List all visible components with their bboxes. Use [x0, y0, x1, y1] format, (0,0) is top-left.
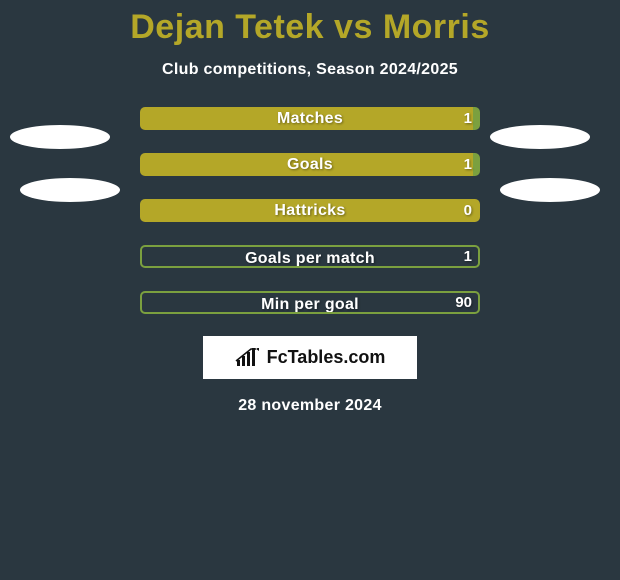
decorative-ellipse — [500, 178, 600, 202]
subtitle: Club competitions, Season 2024/2025 — [162, 61, 458, 79]
source-badge: FcTables.com — [203, 336, 417, 379]
decorative-ellipse — [10, 125, 110, 149]
stat-row: Goals per match1 — [0, 245, 620, 268]
bar-label: Hattricks — [140, 199, 480, 222]
bar-track: Min per goal — [140, 291, 480, 314]
stat-row: Goals1 — [0, 153, 620, 176]
value-right: 1 — [464, 245, 472, 268]
stat-row: Min per goal90 — [0, 291, 620, 314]
value-right: 1 — [464, 153, 472, 176]
value-right: 0 — [464, 199, 472, 222]
title-vs: vs — [334, 8, 373, 46]
decorative-ellipse — [490, 125, 590, 149]
page-title: Dejan Tetek vs Morris — [130, 8, 489, 47]
title-player2: Morris — [383, 8, 490, 46]
value-right: 1 — [464, 107, 472, 130]
chart-icon — [235, 348, 261, 368]
title-player1: Dejan Tetek — [130, 8, 324, 46]
stat-row: Hattricks0 — [0, 199, 620, 222]
bar-label: Min per goal — [142, 293, 478, 314]
bar-track: Hattricks — [140, 199, 480, 222]
container: Dejan Tetek vs Morris Club competitions,… — [0, 0, 620, 580]
bar-track: Matches — [140, 107, 480, 130]
bar-label: Goals — [140, 153, 480, 176]
bar-track: Goals per match — [140, 245, 480, 268]
date: 28 november 2024 — [238, 397, 382, 415]
bar-label: Matches — [140, 107, 480, 130]
badge-text: FcTables.com — [267, 347, 386, 368]
bar-label: Goals per match — [142, 247, 478, 268]
decorative-ellipse — [20, 178, 120, 202]
value-right: 90 — [455, 291, 472, 314]
bar-track: Goals — [140, 153, 480, 176]
